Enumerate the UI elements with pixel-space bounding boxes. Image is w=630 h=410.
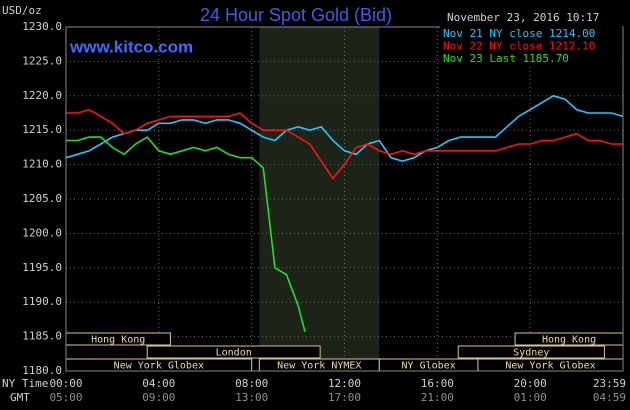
- y-tick-label: 1190.0: [22, 295, 62, 308]
- y-tick-label: 1210.0: [22, 158, 62, 171]
- session-label: New York NYMEX: [277, 361, 361, 372]
- legend-entry: Nov 23 Last 1185.70: [443, 52, 569, 65]
- session-label: Sydney: [513, 348, 549, 359]
- watermark: www.kitco.com: [69, 37, 193, 56]
- x-tick-label: 23:59: [593, 377, 626, 390]
- session-label: Hong Kong: [542, 335, 596, 346]
- session-bar: [146, 345, 321, 359]
- x2-tick-label: 04:59: [593, 391, 626, 404]
- shaded-region: [259, 27, 380, 371]
- y-tick-label: 1185.0: [22, 330, 62, 343]
- x-tick-label: 04:00: [142, 377, 175, 390]
- legend-entry: Nov 22 NY close 1212.10: [443, 40, 595, 53]
- x-tick-label: 00:00: [49, 377, 82, 390]
- x2-tick-label: 21:00: [421, 391, 454, 404]
- session-bar: [457, 345, 605, 359]
- x2-tick-label: 13:00: [235, 391, 268, 404]
- timestamp: November 23, 2016 10:17: [447, 11, 599, 24]
- y-unit: USD/oz: [2, 4, 42, 17]
- x2-tick-label: 17:00: [328, 391, 361, 404]
- x-axis-label: NY Time: [2, 377, 48, 390]
- y-tick-label: 1205.0: [22, 192, 62, 205]
- session-label: New York Globex: [114, 361, 204, 372]
- x-tick-label: 16:00: [421, 377, 454, 390]
- session-label: London: [216, 348, 252, 359]
- y-tick-label: 1215.0: [22, 123, 62, 136]
- x-tick-label: 12:00: [328, 377, 361, 390]
- chart-title: 24 Hour Spot Gold (Bid): [200, 5, 392, 25]
- session-label: New York Globex: [505, 361, 595, 372]
- x2-tick-label: 09:00: [142, 391, 175, 404]
- x-tick-label: 08:00: [235, 377, 268, 390]
- plot-border: [65, 26, 624, 372]
- y-tick-label: 1200.0: [22, 226, 62, 239]
- x2-tick-label: 01:00: [514, 391, 547, 404]
- y-tick-label: 1225.0: [22, 54, 62, 67]
- legend-entry: Nov 21 NY close 1214.00: [443, 27, 595, 40]
- x-tick-label: 20:00: [514, 377, 547, 390]
- series-line: [65, 94, 624, 163]
- y-tick-label: 1220.0: [22, 89, 62, 102]
- session-label: Hong Kong: [91, 335, 145, 346]
- x2-tick-label: 05:00: [49, 391, 82, 404]
- x2-axis-label: GMT: [10, 391, 30, 404]
- y-tick-label: 1195.0: [22, 261, 62, 274]
- y-tick-label: 1230.0: [22, 20, 62, 33]
- series-line: [66, 108, 623, 180]
- legend-box: [440, 26, 622, 66]
- y-tick-label: 1180.0: [22, 364, 62, 377]
- session-label: NY Globex: [402, 361, 456, 372]
- series-line: [66, 136, 306, 333]
